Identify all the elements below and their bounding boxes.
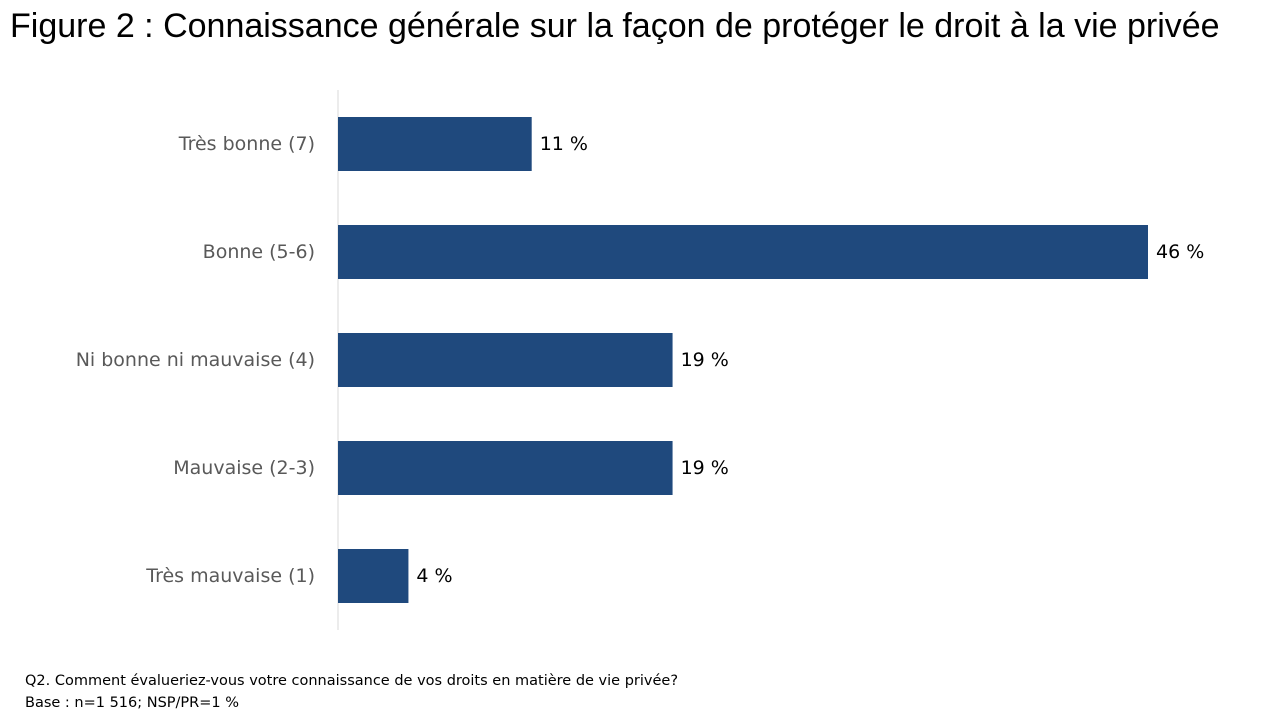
value-label: 11 % [540, 133, 588, 155]
category-labels-group: Très bonne (7) Bonne (5-6) Ni bonne ni mau… [76, 133, 315, 587]
value-label: 19 % [681, 457, 729, 479]
category-label: Mauvaise (2-3) [173, 457, 315, 479]
footnote: Q2. Comment évalueriez-vous votre connai… [25, 670, 678, 714]
category-label: Très bonne (7) [178, 133, 315, 155]
footnote-base: Base : n=1 516; NSP/PR=1 % [25, 695, 240, 711]
bar [338, 549, 409, 603]
bar [338, 333, 673, 387]
category-label: Ni bonne ni mauvaise (4) [76, 349, 315, 371]
footnote-question: Q2. Comment évalueriez-vous votre connai… [25, 673, 679, 689]
value-label: 46 % [1156, 241, 1204, 263]
category-label: Bonne (5-6) [203, 241, 315, 263]
value-label: 19 % [681, 349, 729, 371]
category-label: Très mauvaise (1) [145, 565, 315, 587]
bar [338, 441, 673, 495]
value-label: 4 % [416, 565, 452, 587]
value-labels-group: 11 % 46 % 19 % 19 % 4 % [416, 133, 1204, 587]
bar [338, 225, 1148, 279]
bars-group [338, 117, 1148, 603]
bar [338, 117, 532, 171]
chart-title: Figure 2 : Connaissance générale sur la … [10, 7, 1220, 45]
bar-chart: Très bonne (7) Bonne (5-6) Ni bonne ni mau… [76, 90, 1204, 630]
